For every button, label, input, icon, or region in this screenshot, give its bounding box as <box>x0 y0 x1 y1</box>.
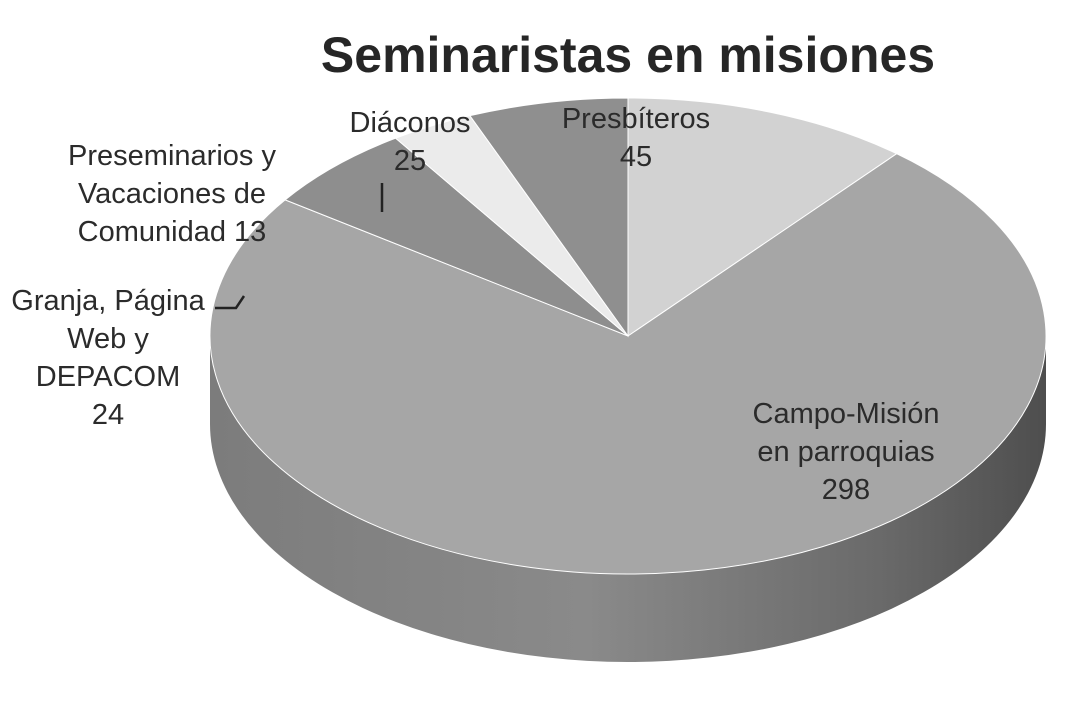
slice-label-3: Preseminarios y Vacaciones de Comunidad 13 <box>68 140 276 248</box>
slice-label-line: DEPACOM <box>36 361 180 393</box>
chart-title: Seminaristas en misiones <box>321 27 935 83</box>
pie-top <box>209 97 1047 575</box>
slice-label-line: Presbíteros <box>562 103 710 135</box>
slice-label-line: Vacaciones de <box>78 178 266 210</box>
leader-lines <box>215 183 384 310</box>
slice-label-line: Diáconos <box>350 107 471 139</box>
slice-label-4: Diáconos 25 <box>350 107 471 177</box>
pie-slice-0 <box>627 97 898 337</box>
slice-label-1: Campo-Misión en parroquias 298 <box>753 398 940 506</box>
slice-label-line: Comunidad 13 <box>78 216 267 248</box>
slice-label-0: Presbíteros 45 <box>562 103 710 173</box>
pie-slice-4 <box>469 97 629 338</box>
pie-side-wall <box>210 336 1046 662</box>
slice-label-line: en parroquias <box>757 436 934 468</box>
slice-label-line: 25 <box>394 145 426 177</box>
slice-label-line: 24 <box>92 399 124 431</box>
slice-label-line: Granja, Página <box>11 285 205 317</box>
slice-labels: Presbíteros 45 Campo-Misión en parroquias 29… <box>11 103 939 506</box>
pie-side <box>210 336 1046 662</box>
slice-label-line: Campo-Misión <box>753 398 940 430</box>
pie-slice-1 <box>209 153 1047 575</box>
slice-label-2: Granja, Página Web y DEPACOM 24 <box>11 285 205 431</box>
slice-label-line: Preseminarios y <box>68 140 276 172</box>
slice-label-line: 298 <box>822 474 870 506</box>
slice-label-line: 45 <box>620 141 652 173</box>
pie-slice-2 <box>284 137 629 337</box>
leader-line-2 <box>215 295 246 310</box>
slice-label-line: Web y <box>67 323 149 355</box>
